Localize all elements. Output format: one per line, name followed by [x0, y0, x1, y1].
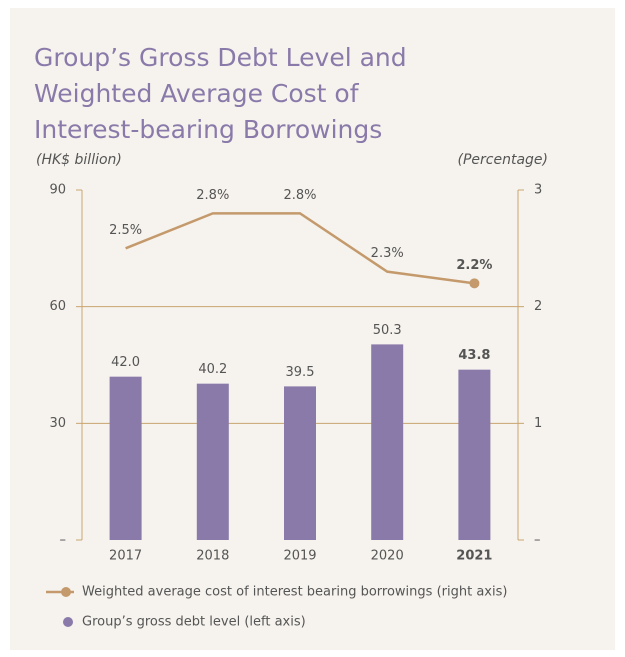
- line-value-label: 2.8%: [283, 188, 316, 203]
- legend-swatch: [61, 587, 71, 597]
- y-axis-label: (HK$ billion): [36, 152, 122, 168]
- y2-tick-label: –: [534, 533, 541, 548]
- y-tick-label: –: [60, 533, 67, 548]
- bar-value-label: 50.3: [373, 323, 402, 338]
- bar: [284, 386, 316, 540]
- bar: [196, 383, 229, 540]
- x-tick-label: 2019: [283, 549, 316, 564]
- x-tick-label: 2018: [196, 549, 229, 564]
- legend-label: Weighted average cost of interest bearin…: [82, 585, 507, 600]
- y2-tick-label: 1: [534, 416, 542, 431]
- bar: [109, 376, 142, 540]
- line-marker: [469, 278, 480, 289]
- panel: [10, 8, 615, 650]
- x-tick-label: 2021: [456, 549, 492, 564]
- line-value-label: 2.8%: [196, 188, 229, 203]
- x-tick-label: 2017: [109, 549, 142, 564]
- bar-value-label: 39.5: [286, 365, 315, 380]
- bar-value-label: 40.2: [198, 362, 227, 377]
- y-tick-label: 60: [49, 299, 66, 314]
- legend-label: Group’s gross debt level (left axis): [82, 615, 306, 630]
- line-value-label: 2.5%: [109, 223, 142, 238]
- bar: [458, 369, 491, 540]
- legend-swatch: [63, 617, 73, 627]
- line-value-label: 2.2%: [456, 258, 492, 273]
- bar-value-label: 42.0: [111, 355, 140, 370]
- chart-title: Group’s Gross Debt Level and: [34, 43, 407, 72]
- line-value-label: 2.3%: [371, 246, 404, 261]
- chart-title: Interest-bearing Borrowings: [34, 115, 382, 144]
- chart-title: Weighted Average Cost of: [34, 79, 360, 108]
- y-tick-label: 30: [49, 416, 66, 431]
- y2-tick-label: 2: [534, 299, 542, 314]
- y-tick-label: 90: [49, 183, 66, 198]
- y2-axis-label: (Percentage): [458, 152, 549, 168]
- bar-value-label: 43.8: [458, 348, 490, 363]
- line: [125, 212, 475, 285]
- x-tick-label: 2020: [371, 549, 404, 564]
- bar: [371, 344, 404, 540]
- y2-tick-label: 3: [534, 183, 542, 198]
